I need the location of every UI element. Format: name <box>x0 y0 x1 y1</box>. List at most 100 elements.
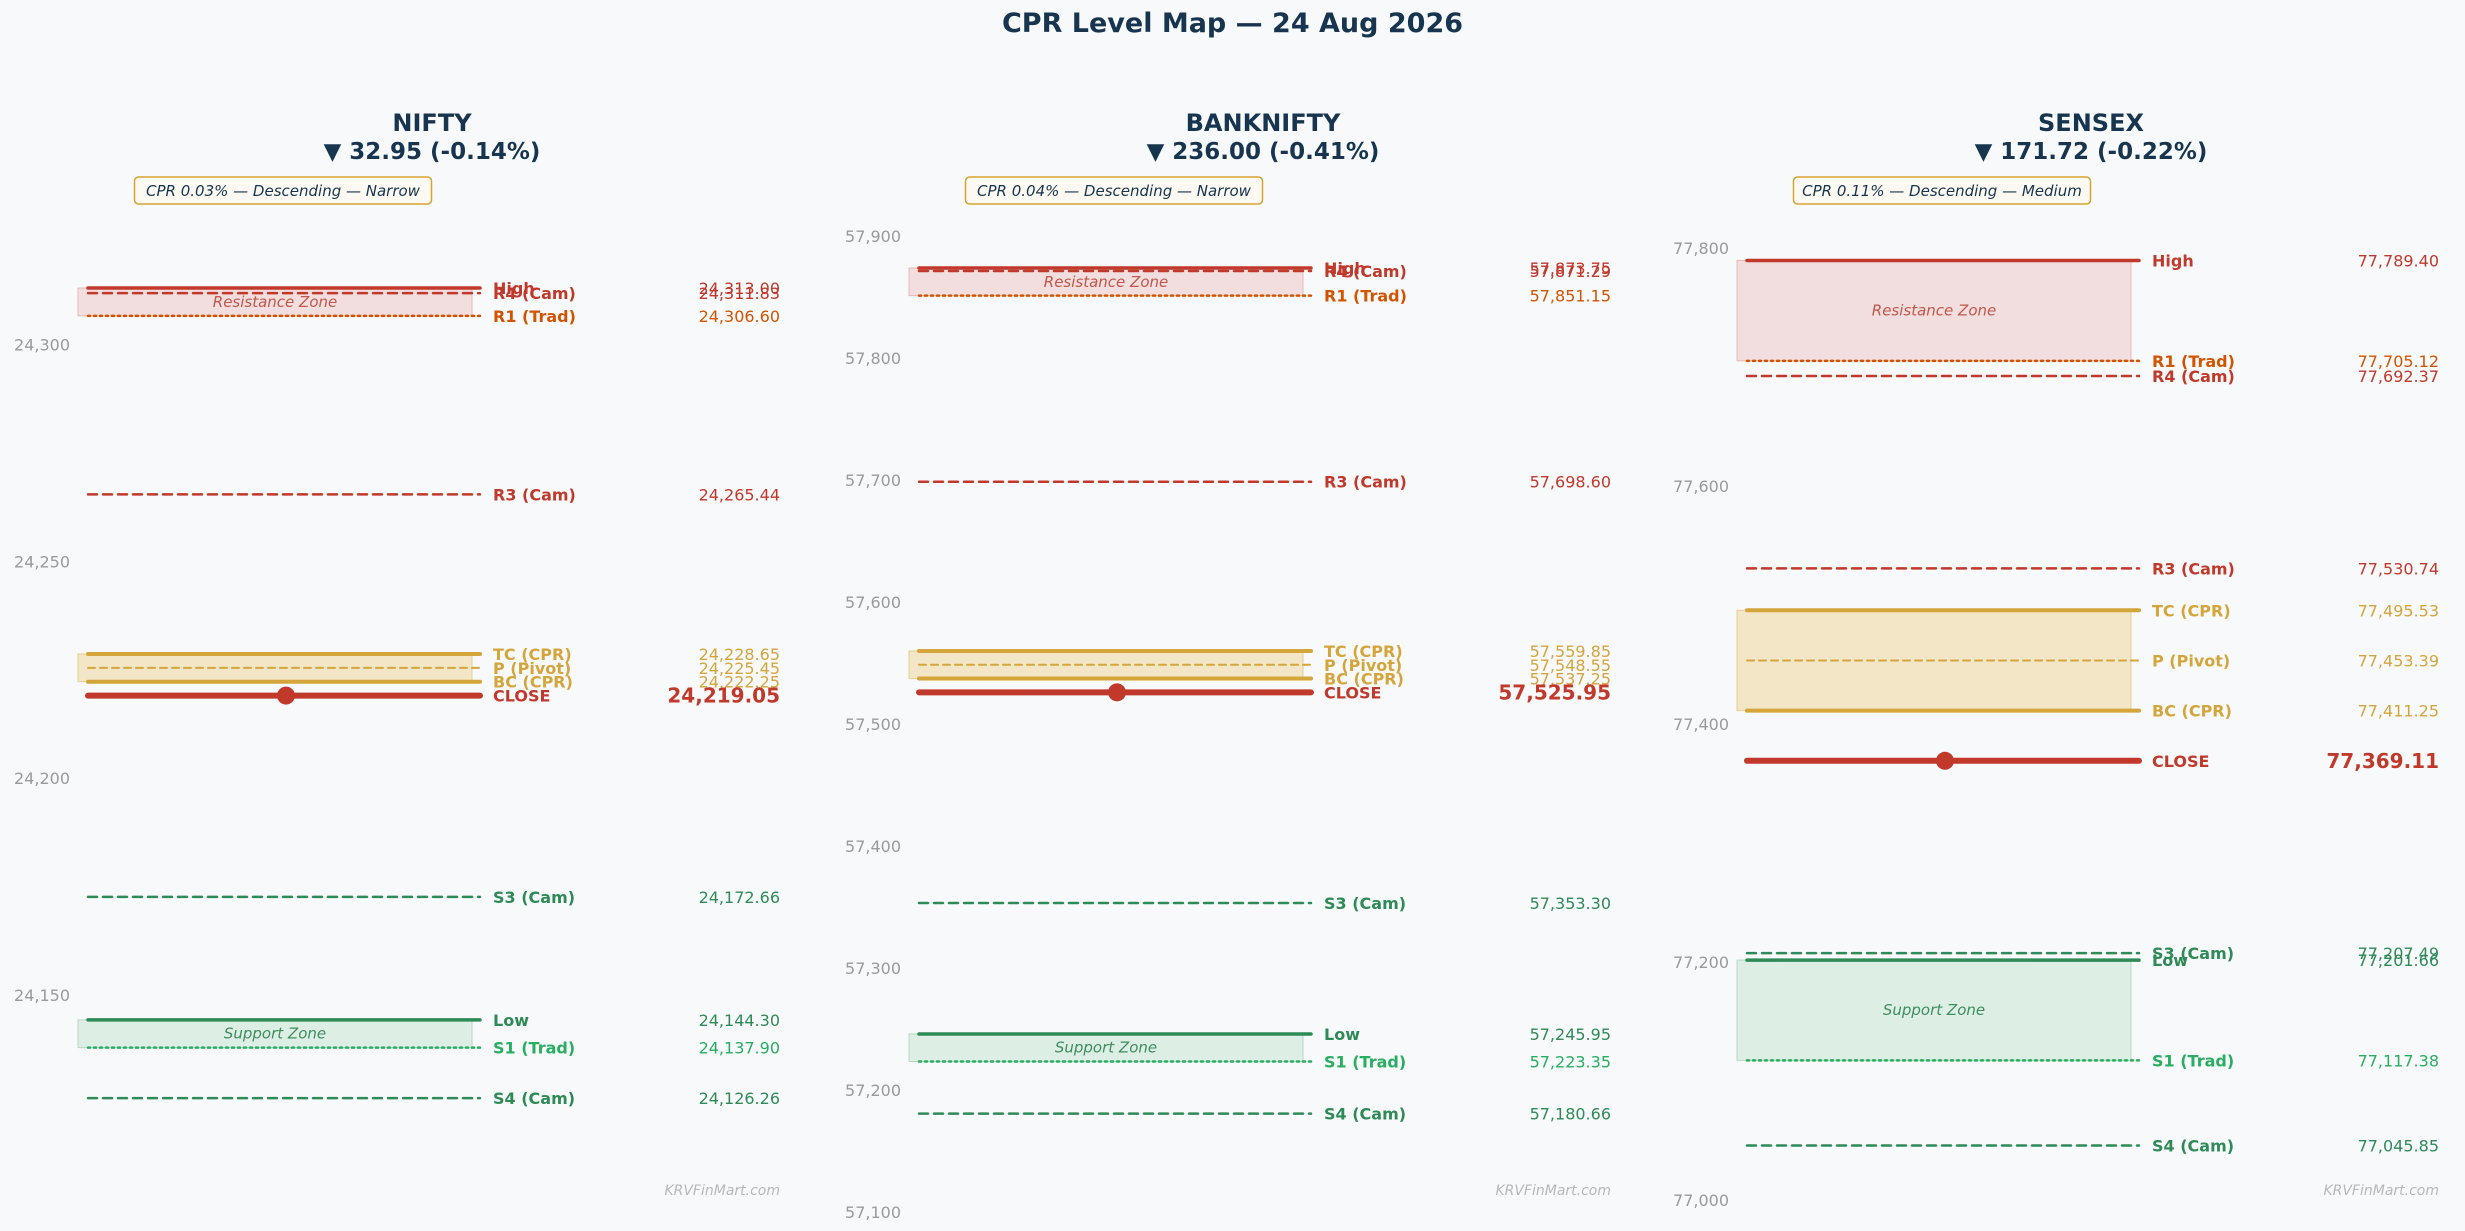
level-value-high: 24,313.00 <box>699 279 780 298</box>
level-label-s4-cam: S4 (Cam) <box>1324 1105 1406 1124</box>
y-tick-label: 77,800 <box>1673 239 1729 258</box>
badge-box <box>133 176 433 205</box>
y-tick-label: 77,400 <box>1673 715 1729 734</box>
level-value-bc-cpr: 57,537.25 <box>1530 670 1611 689</box>
level-value-bc-cpr: 24,222.25 <box>699 673 780 692</box>
level-label-high: High <box>1324 259 1366 278</box>
level-label-close: CLOSE <box>1324 683 1381 702</box>
level-label-s1-trad: S1 (Trad) <box>493 1039 575 1058</box>
panel-banknifty: BANKNIFTY▼ 236.00 (-0.41%) CPR 0.04% — De… <box>845 109 1611 1222</box>
y-tick-label: 77,600 <box>1673 477 1729 496</box>
level-label-low: Low <box>2152 951 2188 970</box>
level-value-s1-trad: 77,117.38 <box>2358 1051 2439 1070</box>
y-tick-label: 77,000 <box>1673 1191 1729 1210</box>
cpr-badge: CPR 0.03% — Descending — Narrow <box>133 176 433 205</box>
level-value-s3-cam: 77,207.49 <box>2358 944 2439 963</box>
level-label-s3-cam: S3 (Cam) <box>2152 944 2234 963</box>
close-marker <box>1108 683 1126 702</box>
y-tick-label: 57,600 <box>845 593 901 612</box>
level-label-s4-cam: S4 (Cam) <box>493 1089 575 1108</box>
watermark: KRVFinMart.com <box>2323 1183 2439 1199</box>
level-label-r1-trad: R1 (Trad) <box>2152 352 2235 371</box>
level-value-low: 57,245.95 <box>1530 1025 1611 1044</box>
level-label-low: Low <box>1324 1025 1360 1044</box>
level-value-r4-cam: 24,311.83 <box>699 284 780 303</box>
level-label-close: CLOSE <box>493 687 550 706</box>
level-value-s4-cam: 24,126.26 <box>699 1089 780 1108</box>
level-label-r4-cam: R4 (Cam) <box>1324 262 1407 281</box>
resistance-zone <box>908 267 1304 297</box>
level-value-high: 57,873.75 <box>1530 259 1611 278</box>
badge-box <box>964 176 1264 205</box>
level-value-close: 77,369.11 <box>2326 749 2439 773</box>
level-value-r4-cam: 77,692.37 <box>2358 367 2439 386</box>
level-label-bc-cpr: BC (CPR) <box>493 673 573 692</box>
y-tick-label: 24,150 <box>14 986 70 1005</box>
level-label-p-pivot: P (Pivot) <box>493 659 571 678</box>
close-marker <box>277 686 295 705</box>
level-value-r3-cam: 24,265.44 <box>699 485 780 504</box>
level-label-high: High <box>2152 252 2194 271</box>
y-tick-label: 57,100 <box>845 1203 901 1222</box>
level-value-r3-cam: 77,530.74 <box>2358 559 2439 578</box>
level-value-close: 57,525.95 <box>1498 680 1611 704</box>
level-label-tc-cpr: TC (CPR) <box>493 645 572 664</box>
cpr-badge: CPR 0.11% — Descending — Medium <box>1792 176 2092 205</box>
panel-sensex: SENSEX▼ 171.72 (-0.22%) CPR 0.11% — Desce… <box>1673 109 2439 1210</box>
level-label-p-pivot: P (Pivot) <box>1324 656 1402 675</box>
level-label-low: Low <box>493 1011 529 1030</box>
level-label-high: High <box>493 279 535 298</box>
level-value-r3-cam: 57,698.60 <box>1530 473 1611 492</box>
level-value-r4-cam: 57,871.29 <box>1530 262 1611 281</box>
resistance-zone-label: Resistance Zone <box>1872 302 1996 320</box>
level-value-r1-trad: 57,851.15 <box>1530 287 1611 306</box>
level-label-r1-trad: R1 (Trad) <box>493 307 576 326</box>
panel-title: SENSEX <box>2038 109 2144 137</box>
resistance-zone <box>1736 260 2132 362</box>
support-zone-label: Support Zone <box>1055 1039 1157 1057</box>
support-zone <box>1736 959 2132 1061</box>
level-value-tc-cpr: 57,559.85 <box>1530 642 1611 661</box>
level-value-s1-trad: 57,223.35 <box>1530 1053 1611 1072</box>
level-label-s4-cam: S4 (Cam) <box>2152 1137 2234 1156</box>
level-value-r1-trad: 24,306.60 <box>699 307 780 326</box>
level-label-tc-cpr: TC (CPR) <box>2152 601 2231 620</box>
y-tick-label: 57,700 <box>845 471 901 490</box>
panel-title: NIFTY <box>392 109 472 137</box>
level-label-bc-cpr: BC (CPR) <box>2152 702 2232 721</box>
panel-nifty: NIFTY▼ 32.95 (-0.14%) CPR 0.03% — Descend… <box>14 109 780 1199</box>
level-value-bc-cpr: 77,411.25 <box>2358 702 2439 721</box>
y-tick-label: 24,200 <box>14 769 70 788</box>
panel-change: ▼ 236.00 (-0.41%) <box>1147 139 1380 165</box>
support-zone <box>77 1019 473 1049</box>
panel-change: ▼ 171.72 (-0.22%) <box>1975 139 2208 165</box>
level-value-s4-cam: 77,045.85 <box>2358 1137 2439 1156</box>
badge-box <box>1792 176 2092 205</box>
level-value-p-pivot: 24,225.45 <box>699 659 780 678</box>
y-tick-label: 57,900 <box>845 227 901 246</box>
level-value-close: 24,219.05 <box>667 684 780 708</box>
level-label-r1-trad: R1 (Trad) <box>1324 287 1407 306</box>
level-value-low: 24,144.30 <box>699 1011 780 1030</box>
level-value-tc-cpr: 24,228.65 <box>699 645 780 664</box>
watermark: KRVFinMart.com <box>664 1183 780 1199</box>
support-zone-label: Support Zone <box>224 1025 326 1043</box>
level-label-r4-cam: R4 (Cam) <box>493 284 576 303</box>
level-value-low: 77,201.66 <box>2358 951 2439 970</box>
level-value-s3-cam: 57,353.30 <box>1530 894 1611 913</box>
level-value-p-pivot: 77,453.39 <box>2358 651 2439 670</box>
level-label-close: CLOSE <box>2152 752 2209 771</box>
close-marker <box>1936 751 1954 770</box>
y-tick-label: 57,500 <box>845 715 901 734</box>
watermark: KRVFinMart.com <box>1495 1183 1611 1199</box>
support-zone-label: Support Zone <box>1883 1001 1985 1019</box>
level-label-r3-cam: R3 (Cam) <box>2152 559 2235 578</box>
badge-text: CPR 0.03% — Descending — Narrow <box>146 182 421 200</box>
y-tick-label: 57,400 <box>845 837 901 856</box>
support-zone <box>908 1033 1304 1063</box>
page-title: CPR Level Map — 24 Aug 2026 <box>1001 8 1464 39</box>
level-value-p-pivot: 57,548.55 <box>1530 656 1611 675</box>
level-value-r1-trad: 77,705.12 <box>2358 352 2439 371</box>
level-value-tc-cpr: 77,495.53 <box>2358 601 2439 620</box>
